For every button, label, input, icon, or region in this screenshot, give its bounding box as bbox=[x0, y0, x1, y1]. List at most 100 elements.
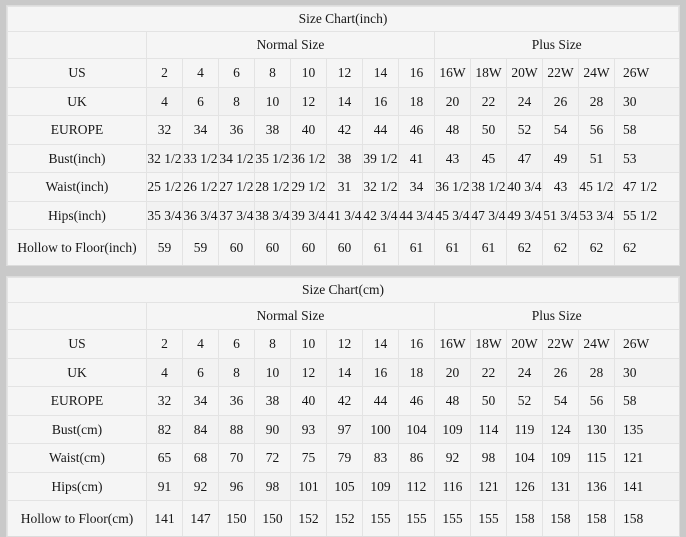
table-row: EUROPE 32 34 36 38 40 42 44 46 48 50 52 54 56 58 bbox=[7, 115, 679, 145]
table-cell: 26 1/2 bbox=[182, 172, 219, 202]
table-cell: 39 3/4 bbox=[290, 200, 327, 230]
table-cell: 14 bbox=[326, 86, 363, 116]
table-cell: 37 3/4 bbox=[218, 200, 255, 230]
table-cell: 119 bbox=[506, 414, 543, 444]
table-cell: 61 bbox=[434, 229, 471, 265]
table-cell: 46 bbox=[398, 386, 435, 416]
table-cell: 49 3/4 bbox=[506, 200, 543, 230]
table-cell: 6 bbox=[218, 329, 255, 359]
table-cell: 14 bbox=[326, 357, 363, 387]
table-cell: 18W bbox=[470, 329, 507, 359]
table-cell: 152 bbox=[290, 500, 327, 536]
table-cell: 141 bbox=[614, 471, 679, 501]
table-cell: 38 bbox=[326, 143, 363, 173]
table-row: Hips(cm) 91 92 96 98 101 105 109 112 116 121 126 131… bbox=[7, 471, 679, 501]
table-cell: 59 bbox=[182, 229, 219, 265]
table-cell: 114 bbox=[470, 414, 507, 444]
table-cell: 152 bbox=[326, 500, 363, 536]
table-cell: 104 bbox=[398, 414, 435, 444]
table-cell: 31 bbox=[326, 172, 363, 202]
table-cell: 150 bbox=[218, 500, 255, 536]
group-header-row: Normal Size Plus Size bbox=[7, 302, 679, 330]
table-cell: 158 bbox=[578, 500, 615, 536]
row-label: Bust(inch) bbox=[7, 143, 147, 173]
table-cell: 29 1/2 bbox=[290, 172, 327, 202]
table-row: EUROPE 32 34 36 38 40 42 44 46 48 50 52 54 56 58 bbox=[7, 386, 679, 416]
row-label: Hips(cm) bbox=[7, 471, 147, 501]
group-header-plus-size: Plus Size bbox=[434, 302, 679, 330]
table-cell: 44 3/4 bbox=[398, 200, 435, 230]
table-cell: 10 bbox=[254, 86, 291, 116]
table-cell: 36 bbox=[218, 115, 255, 145]
table-cell: 16 bbox=[362, 357, 399, 387]
row-label: Waist(cm) bbox=[7, 443, 147, 473]
table-cell: 150 bbox=[254, 500, 291, 536]
table-cell: 124 bbox=[542, 414, 579, 444]
table-cell: 35 1/2 bbox=[254, 143, 291, 173]
title-row: Size Chart(cm) bbox=[7, 277, 679, 303]
table-cell: 32 1/2 bbox=[362, 172, 399, 202]
table-cell: 48 bbox=[434, 115, 471, 145]
table-cell: 58 bbox=[614, 386, 679, 416]
table-cell: 8 bbox=[254, 58, 291, 88]
table-cell: 158 bbox=[542, 500, 579, 536]
table-cell: 45 1/2 bbox=[578, 172, 615, 202]
table-cell: 48 bbox=[434, 386, 471, 416]
table-cell: 41 3/4 bbox=[326, 200, 363, 230]
table-cell: 62 bbox=[542, 229, 579, 265]
table-cell: 47 1/2 bbox=[614, 172, 679, 202]
table-cell: 155 bbox=[398, 500, 435, 536]
table-cell: 4 bbox=[146, 86, 183, 116]
table-cell: 92 bbox=[182, 471, 219, 501]
table-cell: 92 bbox=[434, 443, 471, 473]
size-chart-table-cm: Size Chart(cm) Normal Size Plus Size US 2 4 6 8… bbox=[7, 277, 679, 536]
table-row: Hollow to Floor(cm) 141 147 150 150 152 152 155… bbox=[7, 500, 679, 536]
table-cell: 60 bbox=[290, 229, 327, 265]
table-cell: 24W bbox=[578, 58, 615, 88]
table-cell: 43 bbox=[542, 172, 579, 202]
table-cell: 130 bbox=[578, 414, 615, 444]
table-cell: 62 bbox=[614, 229, 679, 265]
table-cell: 65 bbox=[146, 443, 183, 473]
row-label: Hollow to Floor(cm) bbox=[7, 500, 147, 536]
table-cell: 24W bbox=[578, 329, 615, 359]
table-cell: 24 bbox=[506, 86, 543, 116]
table-cell: 47 bbox=[506, 143, 543, 173]
table-row: Bust(cm) 82 84 88 90 93 97 100 104 109 114 119 124 13… bbox=[7, 414, 679, 444]
table-cell: 12 bbox=[290, 357, 327, 387]
table-cell: 40 3/4 bbox=[506, 172, 543, 202]
table-cell: 45 3/4 bbox=[434, 200, 471, 230]
table-cell: 45 bbox=[470, 143, 507, 173]
table-cell: 26W bbox=[614, 329, 679, 359]
table-cell: 52 bbox=[506, 115, 543, 145]
group-header-plus-size: Plus Size bbox=[434, 31, 679, 59]
table-cell: 101 bbox=[290, 471, 327, 501]
table-cell: 40 bbox=[290, 115, 327, 145]
size-chart-inch: Size Chart(inch) Normal Size Plus Size US 2 4… bbox=[6, 5, 680, 266]
table-cell: 26 bbox=[542, 357, 579, 387]
table-cell: 30 bbox=[614, 357, 679, 387]
table-cell: 32 bbox=[146, 115, 183, 145]
table-cell: 20 bbox=[434, 86, 471, 116]
table-cell: 116 bbox=[434, 471, 471, 501]
size-chart-table-inch: Size Chart(inch) Normal Size Plus Size US 2 4… bbox=[7, 6, 679, 265]
table-cell: 86 bbox=[398, 443, 435, 473]
table-cell: 109 bbox=[362, 471, 399, 501]
table-cell: 155 bbox=[362, 500, 399, 536]
table-cell: 41 bbox=[398, 143, 435, 173]
table-cell: 2 bbox=[146, 58, 183, 88]
table-cell: 60 bbox=[218, 229, 255, 265]
table-cell: 96 bbox=[218, 471, 255, 501]
table-cell: 60 bbox=[326, 229, 363, 265]
table-cell: 39 1/2 bbox=[362, 143, 399, 173]
table-cell: 121 bbox=[614, 443, 679, 473]
table-cell: 42 3/4 bbox=[362, 200, 399, 230]
table-cell: 16 bbox=[398, 329, 435, 359]
table-cell: 32 1/2 bbox=[146, 143, 183, 173]
table-cell: 75 bbox=[290, 443, 327, 473]
table-cell: 47 3/4 bbox=[470, 200, 507, 230]
table-cell: 82 bbox=[146, 414, 183, 444]
table-cell: 104 bbox=[506, 443, 543, 473]
table-cell: 26 bbox=[542, 86, 579, 116]
table-row: Waist(cm) 65 68 70 72 75 79 83 86 92 98 104 109 115 12… bbox=[7, 443, 679, 473]
